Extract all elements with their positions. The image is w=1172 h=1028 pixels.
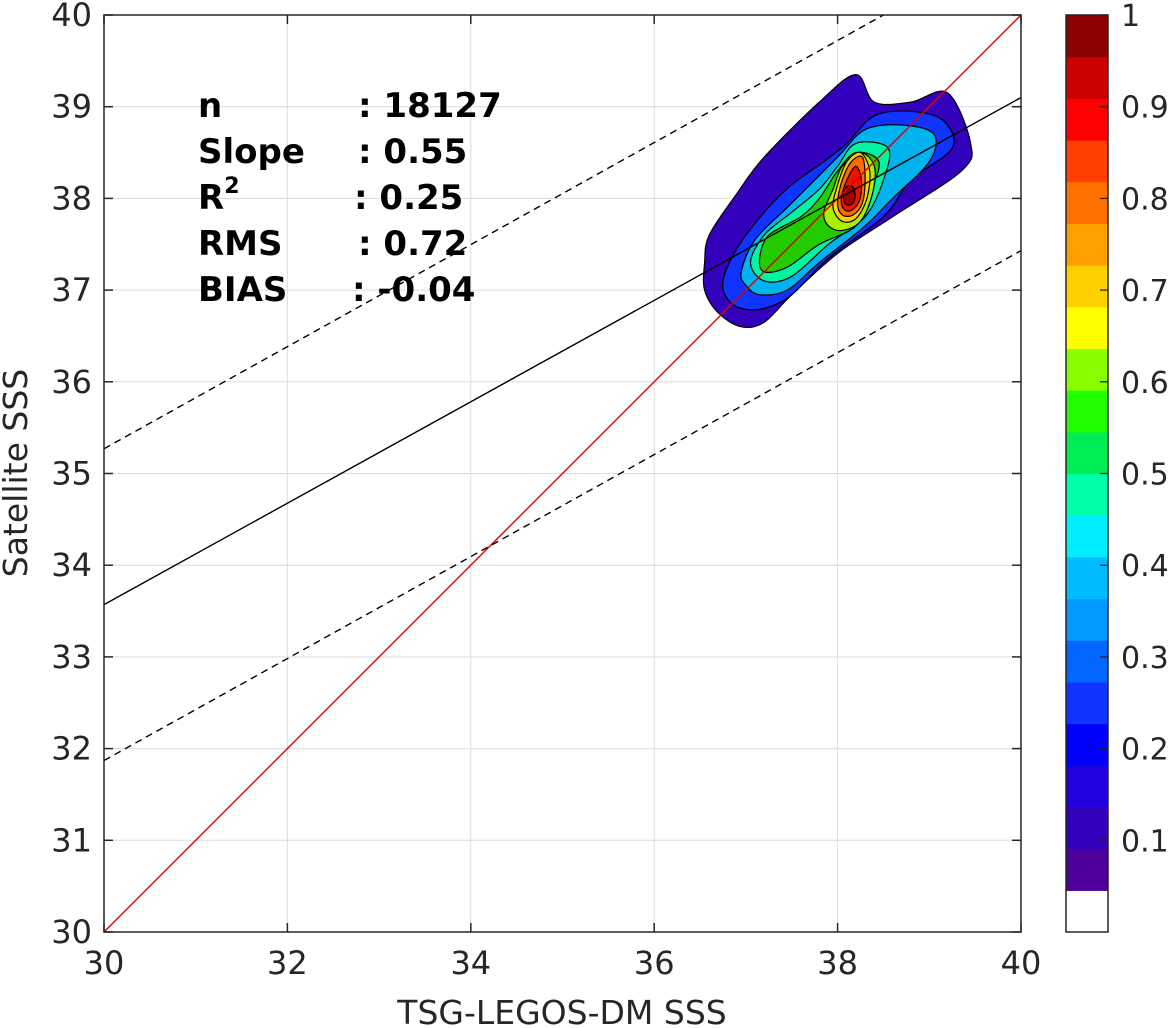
stat-value: : 18127 (358, 86, 502, 126)
upper-bound-line (104, 15, 884, 450)
grid-lines (103, 14, 1022, 933)
x-axis-label: TSG-LEGOS-DM SSS (396, 993, 726, 1028)
colorbar-swatch (1066, 640, 1108, 683)
y-tick-label: 38 (51, 179, 92, 217)
colorbar: 0.1 0.2 0.3 0.4 0.5 0.6 0.7 0.8 0.9 1 (1065, 0, 1169, 933)
statistics-panel: n : 18127 Slope : 0.55 R2 : 0.25 RMS : 0.72 BIAS… (198, 86, 502, 310)
colorbar-swatch (1066, 681, 1108, 725)
y-tick-label: 34 (51, 546, 92, 584)
colorbar-swatch (1066, 598, 1108, 641)
y-tick-label: 35 (51, 455, 92, 493)
stat-value: : 0.25 (354, 178, 463, 218)
colorbar-swatch (1066, 890, 1108, 933)
x-tick-label: 32 (267, 944, 308, 982)
x-tick-label: 36 (634, 944, 675, 982)
colorbar-swatch (1066, 723, 1108, 766)
y-tick-label: 33 (51, 638, 92, 676)
stat-label-superscript: 2 (224, 174, 239, 199)
stat-label-bias: BIAS (198, 270, 287, 310)
lower-bound-line (104, 250, 1021, 762)
stat-label-text: BIAS (198, 270, 287, 310)
stat-label-slope: Slope (198, 132, 305, 172)
colorbar-tick-label: 0.7 (1121, 274, 1169, 309)
y-tick-label: 36 (51, 363, 92, 401)
stat-label-rms: RMS (198, 224, 283, 264)
colorbar-swatch (1066, 181, 1108, 225)
y-tick-label: 31 (51, 821, 92, 859)
colorbar-swatch (1066, 265, 1108, 308)
stat-label-text: n (198, 86, 222, 126)
y-tick-label: 39 (51, 88, 92, 126)
colorbar-swatch (1066, 848, 1108, 891)
colorbar-tick-label: 0.9 (1121, 91, 1169, 126)
colorbar-swatch (1066, 98, 1108, 141)
colorbar-tick-label: 0.5 (1121, 458, 1169, 493)
reference-lines (104, 15, 1021, 932)
colorbar-tick-label: 0.8 (1121, 182, 1169, 217)
density-contours (702, 73, 973, 329)
x-tick-label: 34 (450, 944, 491, 982)
one-to-one-line (104, 15, 1021, 932)
colorbar-swatch (1066, 806, 1108, 850)
y-axis-label: Satellite SSS (0, 369, 35, 578)
stat-value: : 0.72 (358, 224, 467, 264)
x-tick-label: 40 (1001, 944, 1042, 982)
stat-label-text: Slope (198, 132, 305, 172)
colorbar-swatch (1066, 56, 1108, 99)
y-tick-label: 30 (51, 913, 92, 951)
stat-label-n: n (198, 86, 222, 126)
colorbar-swatch (1066, 306, 1108, 350)
stat-value: : 0.55 (358, 132, 467, 172)
colorbar-tick-label: 0.2 (1121, 733, 1169, 768)
x-tick-label: 38 (817, 944, 858, 982)
colorbar-tick-label: 0.3 (1121, 641, 1169, 676)
colorbar-swatch (1066, 473, 1108, 516)
colorbar-swatch (1066, 348, 1108, 391)
colorbar-swatch (1066, 515, 1108, 558)
colorbar-swatch (1066, 431, 1108, 475)
stat-label-text: RMS (198, 224, 283, 264)
colorbar-tick-label: 0.6 (1121, 366, 1169, 401)
colorbar-tick-label: 0.1 (1121, 824, 1169, 859)
stat-label-text: R (198, 178, 224, 218)
y-tick-label: 40 (51, 0, 92, 34)
y-tick-label: 32 (51, 730, 92, 768)
colorbar-swatch (1066, 140, 1108, 183)
regression-line (104, 96, 1021, 606)
colorbar-swatch (1066, 15, 1108, 58)
colorbar-tick-label: 1 (1121, 0, 1140, 34)
x-tick-label: 30 (84, 944, 125, 982)
colorbar-swatch (1066, 390, 1108, 433)
stat-label-r: R2 (198, 174, 240, 218)
colorbar-swatch (1066, 556, 1108, 600)
colorbar-swatch (1066, 765, 1108, 808)
axis-ticks: 30 32 34 36 38 40 30 31 32 33 34 35 36 37 38 39 40 (51, 0, 1041, 982)
colorbar-tick-label: 0.4 (1121, 549, 1169, 584)
y-tick-label: 37 (51, 271, 92, 309)
stat-value: : -0.04 (352, 270, 475, 310)
colorbar-swatch (1066, 223, 1108, 266)
